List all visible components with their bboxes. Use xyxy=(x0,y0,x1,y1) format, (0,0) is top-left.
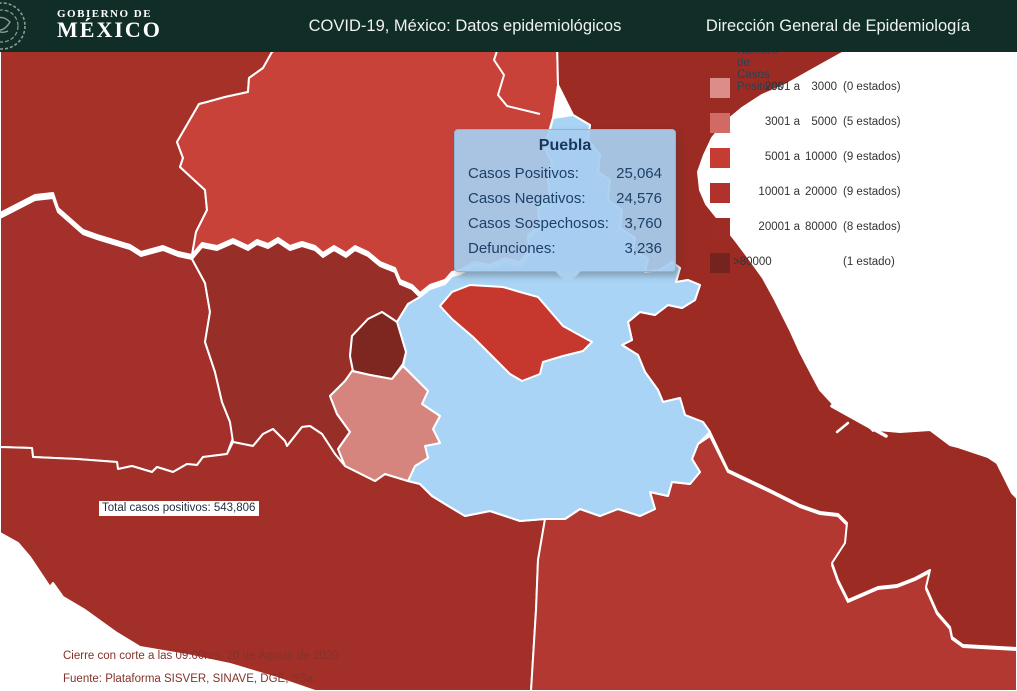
legend-range-from: 5001 a xyxy=(764,151,800,163)
tooltip-label: Defunciones: xyxy=(468,240,556,257)
legend-row: 20001 a 80000 (8 estados) xyxy=(710,218,970,238)
legend-row: 3001 a 5000 (5 estados) xyxy=(710,113,970,133)
legend-states-count: (0 estados) xyxy=(843,81,901,93)
veracruz-river-sliver xyxy=(830,404,888,438)
legend-range-to: 3000 xyxy=(811,81,837,93)
legend-states-count: (9 estados) xyxy=(843,186,901,198)
legend-swatch xyxy=(710,148,730,168)
footer-cutoff-date: Cierre con corte a las 09:00hrs, 20 de A… xyxy=(63,650,339,662)
header-bar: GOBIERNO DE MÉXICO COVID-19, México: Dat… xyxy=(0,0,1017,52)
tooltip-state-name: Puebla xyxy=(538,137,592,154)
tooltip-label: Casos Negativos: xyxy=(468,190,586,207)
legend-row: 5001 a 10000 (9 estados) xyxy=(710,148,970,168)
legend-range-to: 5000 xyxy=(811,116,837,128)
legend-range-to: 10000 xyxy=(805,151,837,163)
legend-row: 2001 a 3000 (0 estados) xyxy=(710,78,970,98)
tooltip-value: 24,576 xyxy=(616,190,662,207)
state-tooltip: Puebla Casos Positivos: 25,064 Casos Neg… xyxy=(454,129,676,284)
legend-swatch xyxy=(710,78,730,98)
legend-states-count: (8 estados) xyxy=(843,221,901,233)
eagle-emblem-icon xyxy=(0,2,26,50)
region-tlaxcala[interactable] xyxy=(439,284,593,382)
legend-range-from: 20001 a xyxy=(758,221,800,233)
legend-range-from: 10001 a xyxy=(758,186,800,198)
region-cdmx[interactable] xyxy=(349,311,407,380)
legend-states-count: (9 estados) xyxy=(843,151,901,163)
tooltip-label: Casos Positivos: xyxy=(468,165,579,182)
legend-swatch xyxy=(710,253,730,273)
logo-line2: MÉXICO xyxy=(57,17,162,42)
tooltip-pointer xyxy=(555,271,581,284)
legend-swatch xyxy=(710,113,730,133)
tooltip-row: Casos Negativos: 24,576 xyxy=(468,186,662,211)
tooltip-row: Casos Positivos: 25,064 xyxy=(468,161,662,186)
header-subtitle: Dirección General de Epidemiología xyxy=(705,16,971,35)
tooltip-value: 3,760 xyxy=(624,215,662,232)
region-morelos[interactable] xyxy=(329,365,441,482)
legend-range-to: 80000 xyxy=(805,221,837,233)
legend-row: >80000 (1 estado) xyxy=(710,253,970,273)
hidalgo-inner-border xyxy=(493,41,541,115)
tooltip-row: Casos Sospechosos: 3,760 xyxy=(468,211,662,236)
tooltip-value: 3,236 xyxy=(624,240,662,257)
legend-range-from: 3001 a xyxy=(764,116,800,128)
legend-states-count: (1 estado) xyxy=(843,256,895,268)
legend-swatch xyxy=(710,218,730,238)
legend-range-to: 20000 xyxy=(805,186,837,198)
page-title: COVID-19, México: Datos epidemiológicos xyxy=(308,16,622,35)
legend-states-count: (5 estados) xyxy=(843,116,901,128)
footer-source: Fuente: Plataforma SISVER, SINAVE, DGE, … xyxy=(63,673,317,685)
tooltip-label: Casos Sospechosos: xyxy=(468,215,609,232)
legend-range-from: >80000 xyxy=(733,256,772,268)
tooltip-value: 25,064 xyxy=(616,165,662,182)
gobierno-de-mexico-logo[interactable]: GOBIERNO DE MÉXICO xyxy=(57,8,162,42)
logo-line1: GOBIERNO DE xyxy=(57,8,153,20)
total-cases-label: Total casos positivos: 543,806 xyxy=(99,501,260,516)
legend-row: 10001 a 20000 (9 estados) xyxy=(710,183,970,203)
tooltip-row: Defunciones: 3,236 xyxy=(468,236,662,261)
legend-range-from: 2001 a xyxy=(764,81,800,93)
legend-swatch xyxy=(710,183,730,203)
